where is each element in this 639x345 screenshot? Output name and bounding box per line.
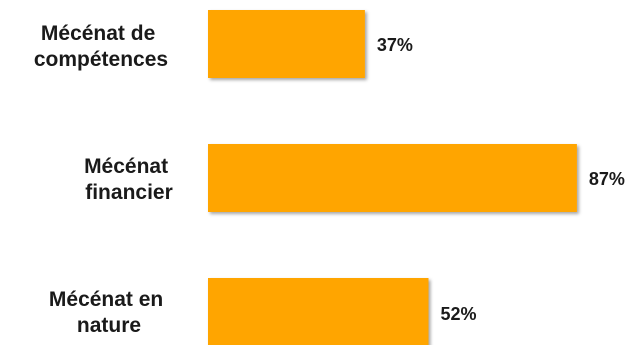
category-label-financier-line1: Mécénat: [84, 155, 168, 178]
category-group-competences: Mécénat de compétences 37%: [34, 10, 413, 78]
category-label-competences-line2: compétences: [34, 48, 168, 71]
category-label-financier-line2: financier: [85, 181, 173, 204]
value-label-nature: 52%: [441, 304, 477, 324]
category-label-competences-line1: Mécénat de: [41, 22, 155, 45]
category-label-competences: Mécénat de compétences: [34, 22, 168, 71]
value-label-competences: 37%: [377, 35, 413, 55]
category-label-nature-line2: nature: [77, 314, 141, 337]
bar-nature: [208, 278, 429, 345]
category-label-nature: Mécénat en nature: [49, 288, 169, 337]
value-label-financier: 87%: [589, 169, 625, 189]
category-group-financier: Mécénat financier 87%: [84, 144, 625, 212]
bar-competences: [208, 10, 365, 78]
category-label-nature-line1: Mécénat en: [49, 288, 163, 311]
bar-financier: [208, 144, 577, 212]
category-group-nature: Mécénat en nature 52%: [49, 278, 477, 345]
category-label-financier: Mécénat financier: [84, 155, 174, 204]
